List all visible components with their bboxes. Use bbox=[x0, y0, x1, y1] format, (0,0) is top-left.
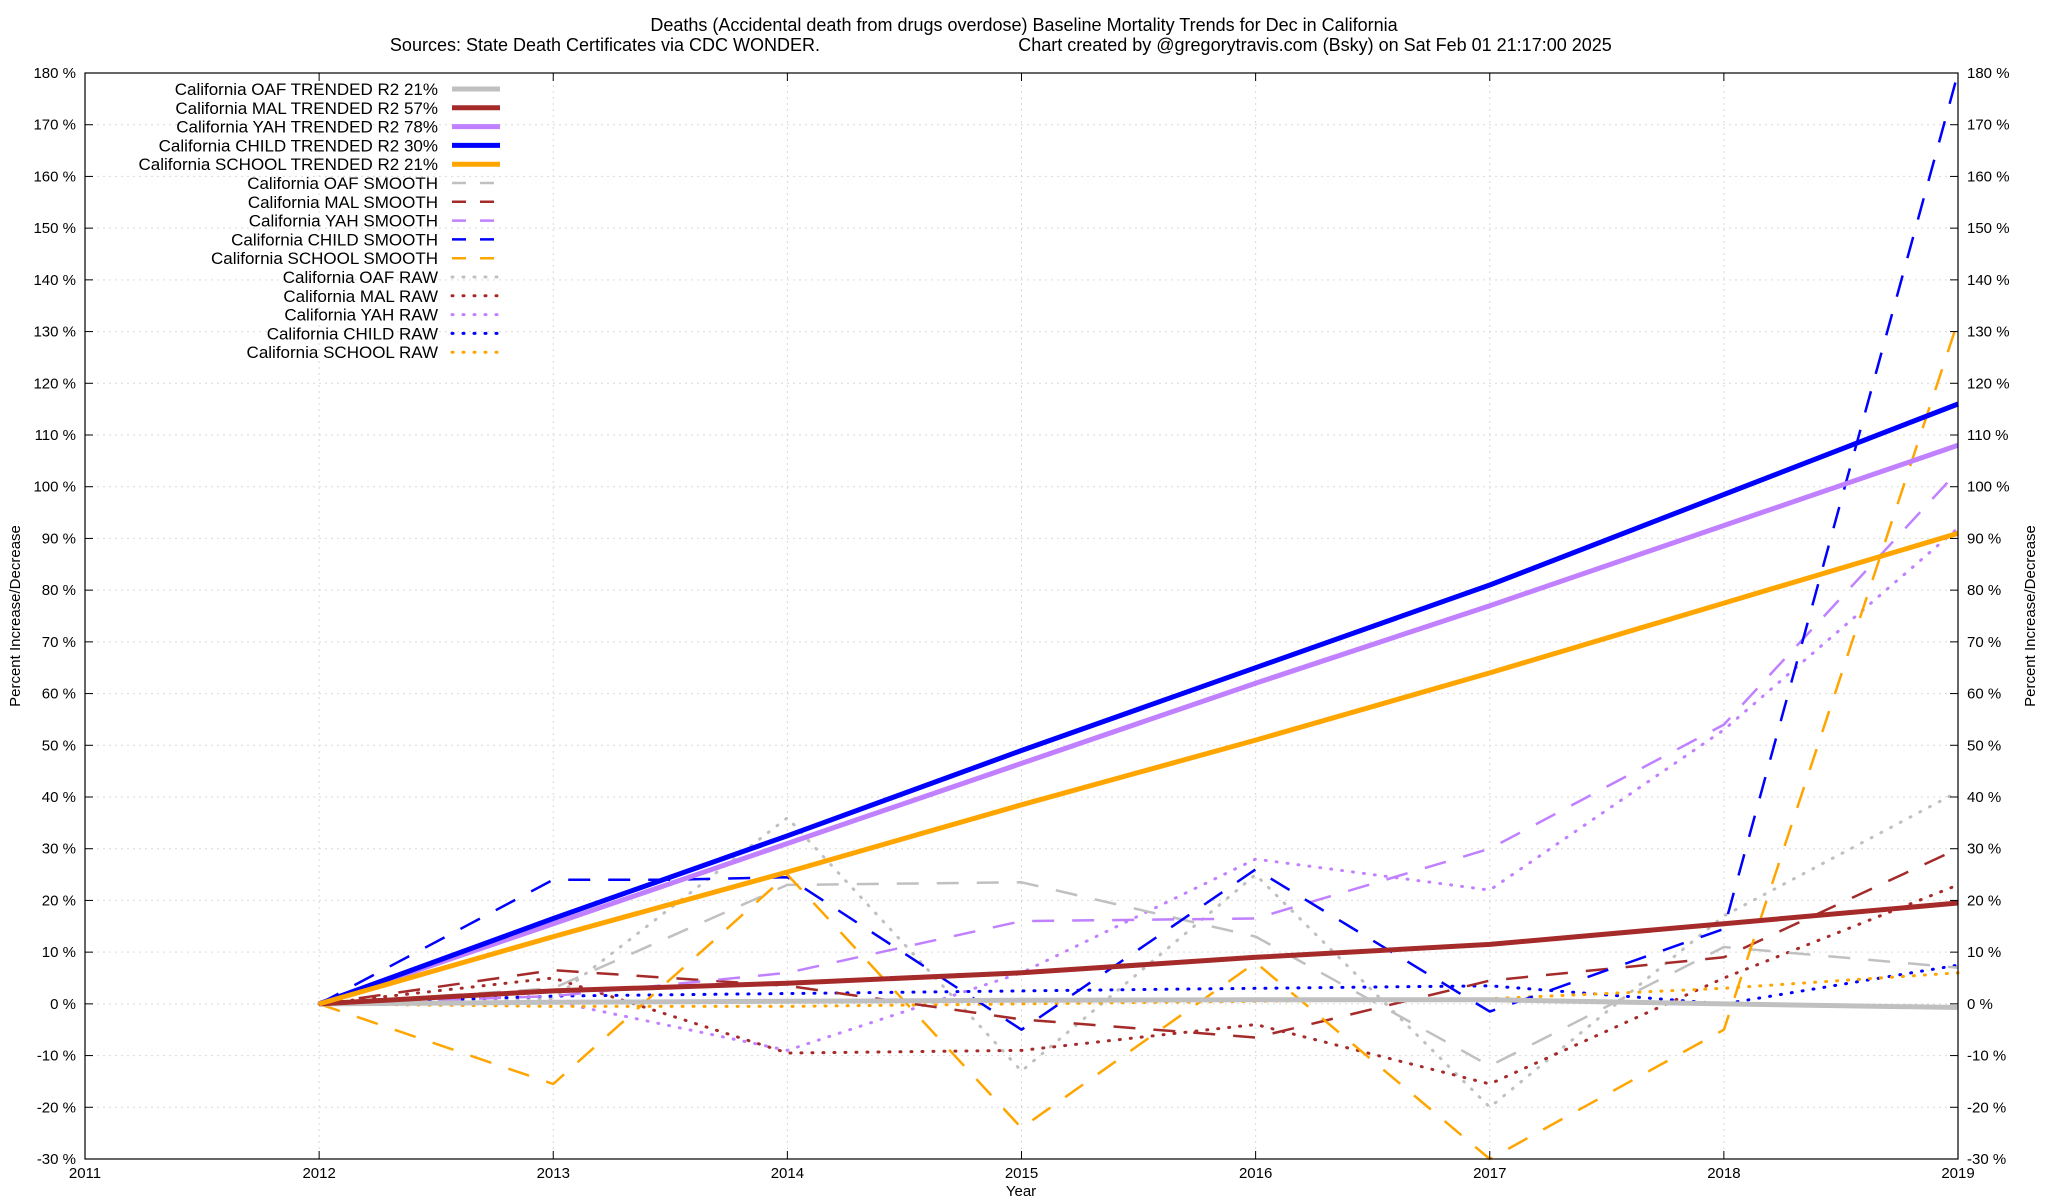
y-tick-label: 180 % bbox=[33, 65, 76, 82]
chart-subtitle-right: Chart created by @gregorytravis.com (Bsk… bbox=[1018, 35, 1612, 55]
chart-title: Deaths (Accidental death from drugs over… bbox=[650, 15, 1398, 35]
y-tick-label: -10 % bbox=[37, 1048, 76, 1065]
x-tick-label: 2015 bbox=[1005, 1165, 1038, 1182]
legend-label: California CHILD TRENDED R2 30% bbox=[159, 136, 438, 155]
series-line-mal-trend bbox=[318, 900, 1959, 1007]
y2-tick-label: 120 % bbox=[1967, 375, 2010, 392]
y2-tick-label: 90 % bbox=[1967, 530, 2001, 547]
x-axis-label: Year bbox=[1006, 1183, 1036, 1200]
x-tick-label: 2013 bbox=[537, 1165, 570, 1182]
y-tick-label: 150 % bbox=[33, 220, 76, 237]
x-tick-label: 2011 bbox=[69, 1165, 101, 1182]
legend-label: California OAF TRENDED R2 21% bbox=[175, 80, 438, 99]
legend-label: California YAH TRENDED R2 78% bbox=[176, 118, 438, 137]
y-tick-label: 160 % bbox=[33, 168, 76, 185]
y-axis-label: Percent Increase/Decrease bbox=[7, 525, 24, 707]
series-line-school-raw bbox=[317, 971, 1960, 1008]
legend-label: California SCHOOL TRENDED R2 21% bbox=[139, 155, 438, 174]
chart-subtitle-left: Sources: State Death Certificates via CD… bbox=[390, 35, 820, 55]
y-tick-label: 60 % bbox=[42, 686, 76, 703]
y-tick-label: 100 % bbox=[33, 479, 76, 496]
y-tick-label: 20 % bbox=[42, 892, 76, 909]
y2-tick-label: 160 % bbox=[1967, 168, 2010, 185]
y2-tick-label: -10 % bbox=[1967, 1048, 2006, 1065]
y2-tick-label: 20 % bbox=[1967, 892, 2001, 909]
legend-label: California YAH RAW bbox=[284, 306, 438, 325]
y-tick-label: 0 % bbox=[50, 996, 76, 1013]
y-tick-label: 40 % bbox=[42, 789, 76, 806]
y-tick-label: 10 % bbox=[42, 944, 76, 961]
y-tick-label: 30 % bbox=[42, 841, 76, 858]
legend-label: California MAL TRENDED R2 57% bbox=[175, 99, 438, 118]
y2-axis-label: Percent Increase/Decrease bbox=[2022, 525, 2039, 707]
y2-tick-label: 100 % bbox=[1967, 479, 2010, 496]
y2-tick-label: 40 % bbox=[1967, 789, 2001, 806]
y-tick-label: -20 % bbox=[37, 1099, 76, 1116]
y-tick-label: 70 % bbox=[42, 634, 76, 651]
y-tick-label: 170 % bbox=[33, 117, 76, 134]
y2-tick-label: 130 % bbox=[1967, 324, 2010, 341]
y2-tick-label: 180 % bbox=[1967, 65, 2010, 82]
series-line-mal-smooth bbox=[318, 847, 1959, 1039]
y2-tick-label: 110 % bbox=[1967, 427, 2008, 444]
series-line-child-trend bbox=[318, 401, 1959, 1007]
x-tick-label: 2017 bbox=[1473, 1165, 1506, 1182]
y-tick-label: 110 % bbox=[35, 427, 76, 444]
y-tick-label: 50 % bbox=[42, 737, 76, 754]
legend-label: California YAH SMOOTH bbox=[249, 212, 438, 231]
x-tick-label: 2012 bbox=[302, 1165, 335, 1182]
y-tick-label: 130 % bbox=[33, 324, 76, 341]
y2-tick-label: 70 % bbox=[1967, 634, 2001, 651]
y-tick-label: 140 % bbox=[33, 272, 76, 289]
series-line-school-smooth bbox=[318, 320, 1960, 1161]
legend-label: California MAL SMOOTH bbox=[248, 193, 438, 212]
legend-label: California CHILD RAW bbox=[267, 324, 438, 343]
legend-label: California SCHOOL SMOOTH bbox=[211, 249, 438, 268]
x-tick-label: 2014 bbox=[771, 1165, 804, 1182]
series-line-yah-smooth bbox=[319, 470, 1959, 1006]
y-tick-label: -30 % bbox=[37, 1151, 76, 1168]
x-tick-label: 2016 bbox=[1239, 1165, 1272, 1182]
y2-tick-label: 0 % bbox=[1967, 996, 1993, 1013]
ticks: 2011 2012 2013 2014 2015 2016 2017 2018 2019-30 … bbox=[33, 65, 2009, 1182]
series-line-oaf-smooth bbox=[319, 881, 1959, 1068]
y2-tick-label: 30 % bbox=[1967, 841, 2001, 858]
y2-tick-label: 150 % bbox=[1967, 220, 2010, 237]
legend-label: California MAL RAW bbox=[283, 287, 438, 306]
legend-label: California SCHOOL RAW bbox=[247, 343, 438, 362]
series-line-child-smooth bbox=[318, 72, 1960, 1031]
y-tick-label: 90 % bbox=[42, 530, 76, 547]
x-tick-label: 2018 bbox=[1707, 1165, 1740, 1182]
y-tick-label: 120 % bbox=[33, 375, 76, 392]
series-line-oaf-trend bbox=[319, 997, 1959, 1010]
series-line-school-trend bbox=[318, 530, 1959, 1007]
legend-label: California OAF RAW bbox=[283, 268, 438, 287]
y2-tick-label: 50 % bbox=[1967, 737, 2001, 754]
y2-tick-label: -30 % bbox=[1967, 1151, 2006, 1168]
legend-label: California OAF SMOOTH bbox=[247, 174, 438, 193]
y2-tick-label: 80 % bbox=[1967, 582, 2001, 599]
legend: California OAF TRENDED R2 21%California … bbox=[139, 80, 502, 362]
series-layer bbox=[317, 72, 1960, 1161]
y2-tick-label: 140 % bbox=[1967, 272, 2010, 289]
series-line-yah-trend bbox=[318, 442, 1959, 1007]
y2-tick-label: 10 % bbox=[1967, 944, 2001, 961]
x-tick-label: 2019 bbox=[1941, 1165, 1974, 1182]
series-line-yah-raw bbox=[317, 526, 1960, 1052]
y2-tick-label: 170 % bbox=[1967, 117, 2010, 134]
y-tick-label: 80 % bbox=[42, 582, 76, 599]
legend-label: California CHILD SMOOTH bbox=[231, 230, 438, 249]
y2-tick-label: -20 % bbox=[1967, 1099, 2006, 1116]
y2-tick-label: 60 % bbox=[1967, 686, 2001, 703]
